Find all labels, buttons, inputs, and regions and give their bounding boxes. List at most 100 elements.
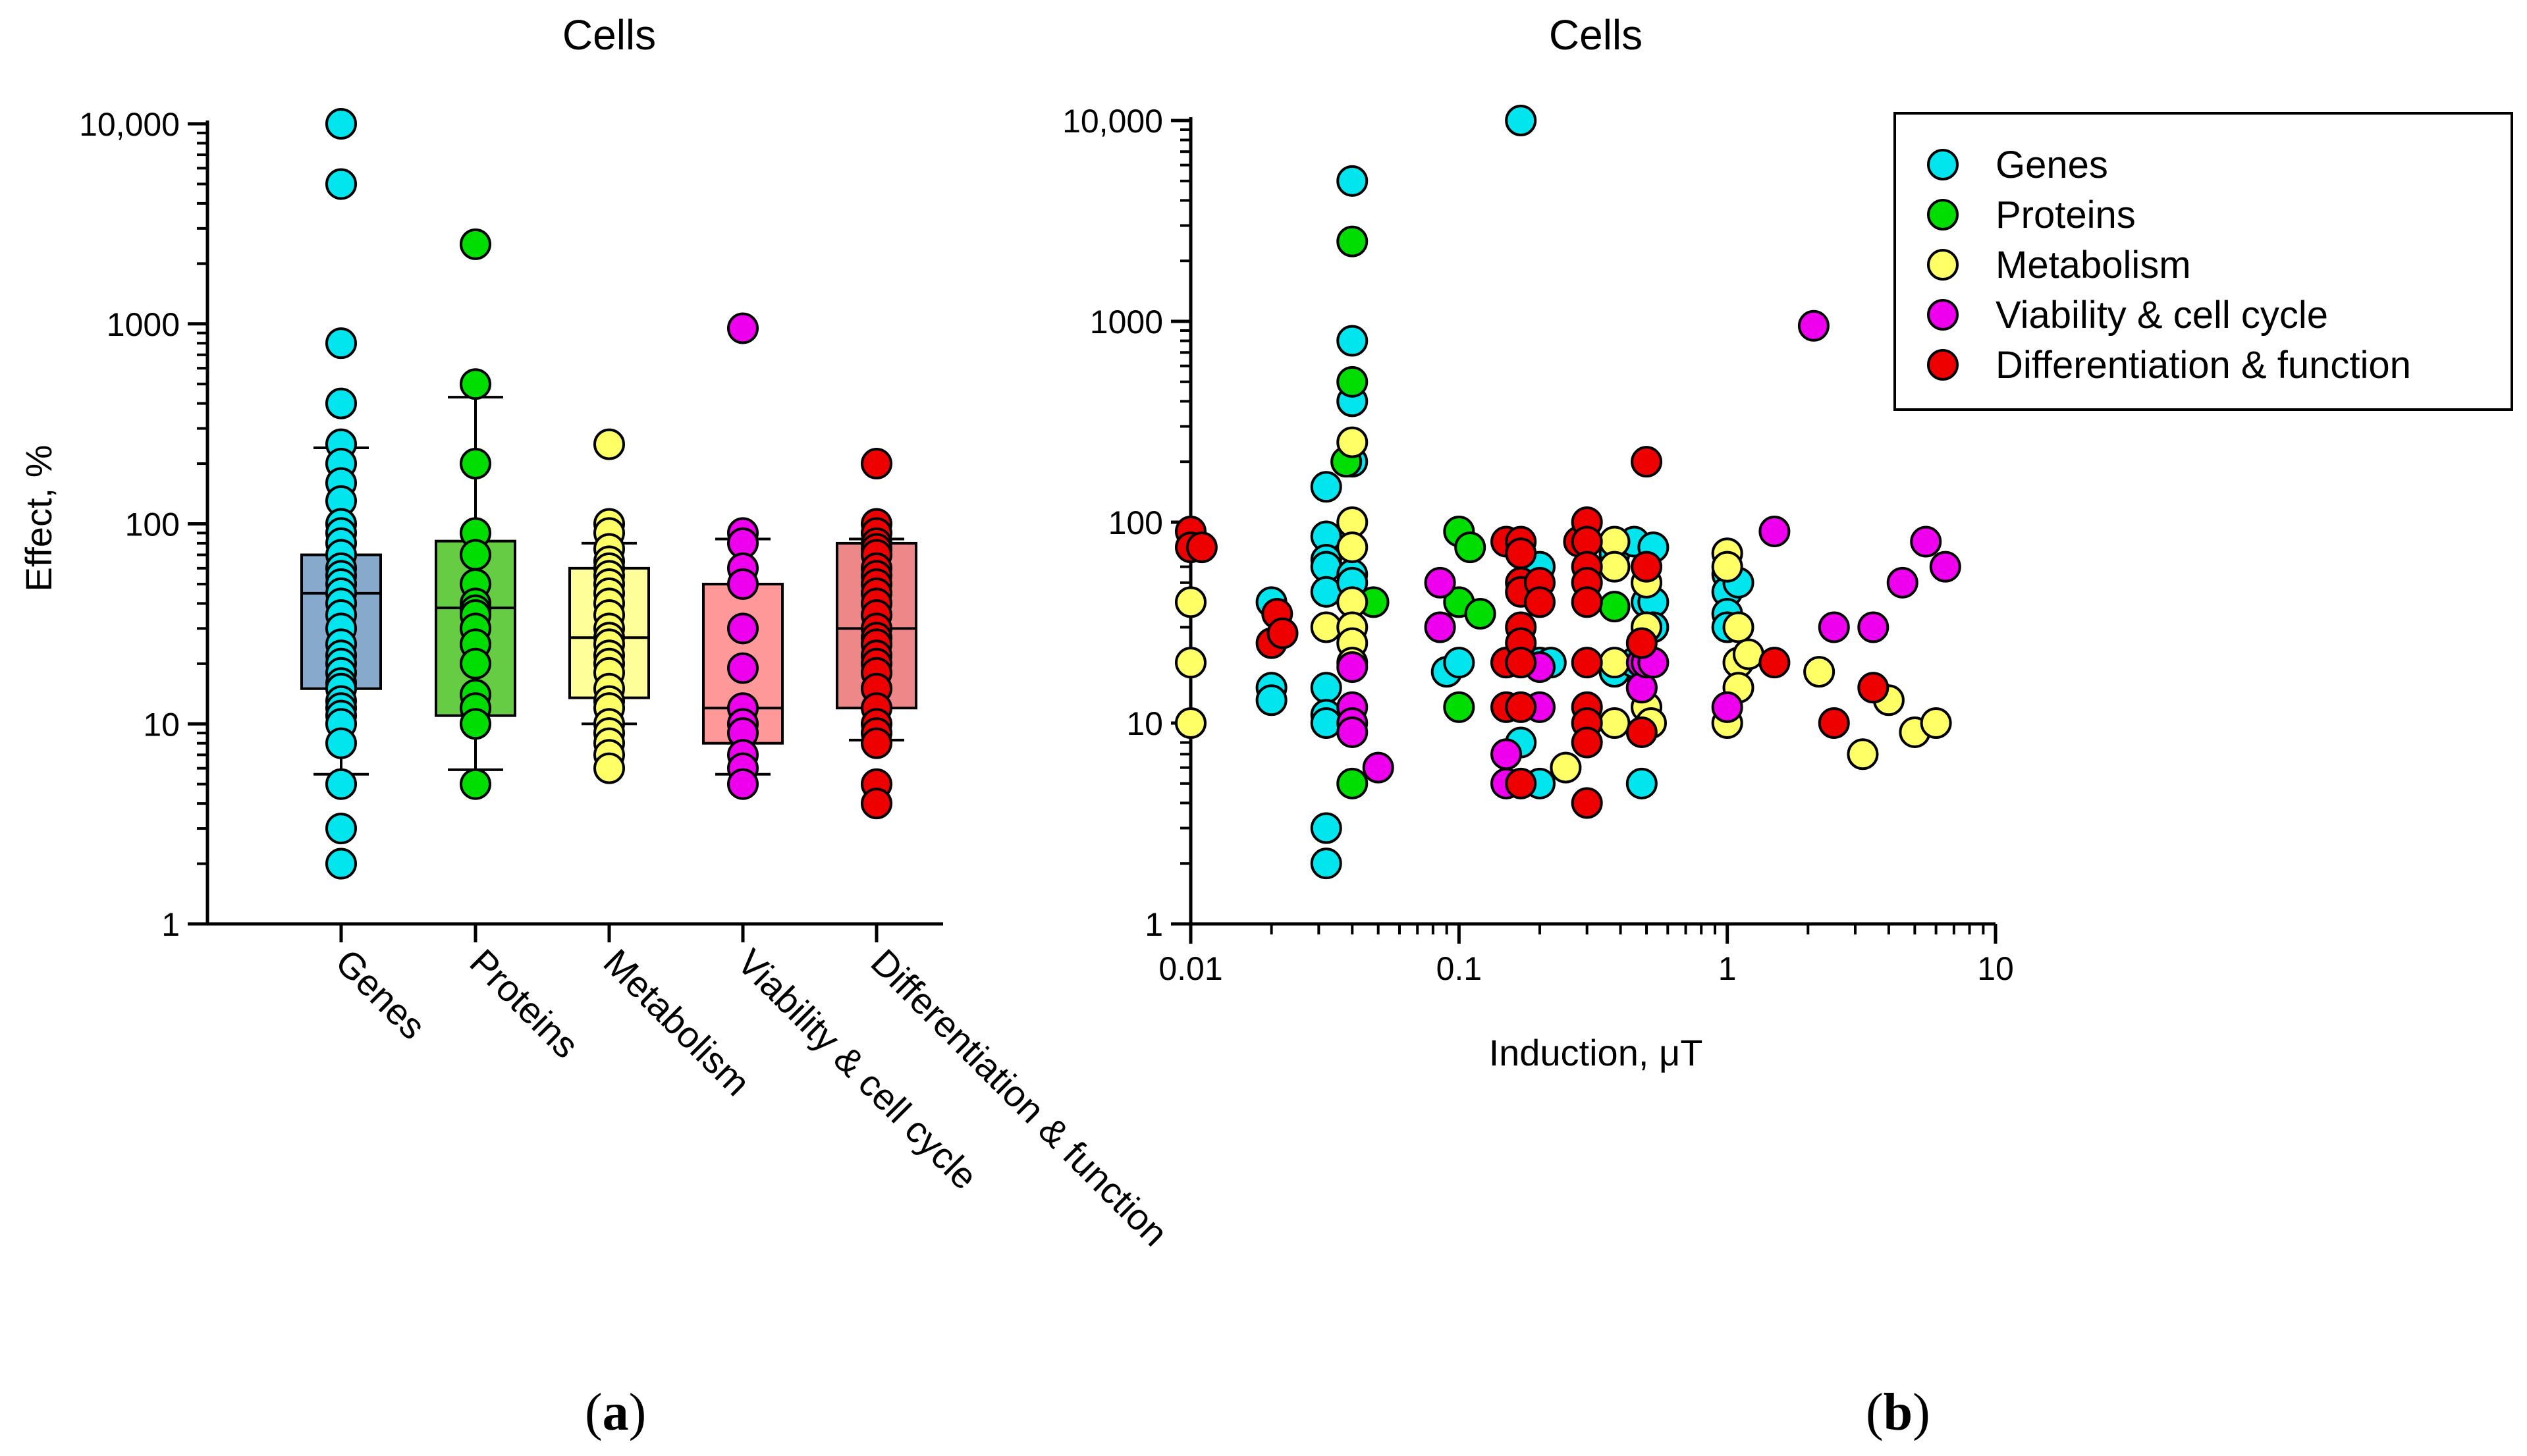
data-point — [325, 813, 357, 845]
data-point — [1443, 691, 1475, 723]
data-point — [727, 568, 759, 600]
data-point — [1336, 716, 1369, 748]
data-point — [460, 647, 491, 680]
data-point — [1625, 767, 1658, 799]
data-point — [1920, 707, 1952, 739]
data-point — [1818, 707, 1850, 739]
data-point — [1310, 576, 1342, 608]
data-point — [1505, 691, 1537, 723]
panel-a-title: Cells — [562, 11, 656, 59]
legend-label: Viability & cell cycle — [1996, 294, 2328, 337]
data-point — [325, 327, 357, 360]
data-point — [1424, 611, 1456, 643]
data-point — [1732, 638, 1764, 670]
data-point — [325, 168, 357, 200]
data-point — [1929, 551, 1961, 583]
panel-a-axes: 1 10 100 1000 10,000 — [79, 106, 943, 943]
panel-b-title: Cells — [1549, 11, 1643, 59]
data-point — [727, 652, 759, 684]
panel-a-points — [325, 108, 892, 880]
data-point — [1571, 647, 1603, 679]
data-point — [460, 448, 491, 480]
data-point — [1857, 672, 1889, 704]
data-point — [1722, 611, 1754, 643]
data-point — [1464, 598, 1496, 630]
data-point — [593, 428, 625, 460]
legend-label: Metabolism — [1996, 244, 2191, 286]
panel-b-y-tick-label: 1000 — [1090, 304, 1163, 340]
data-point — [1336, 426, 1369, 458]
data-point — [325, 108, 357, 140]
data-point — [1454, 531, 1486, 564]
data-point — [1266, 617, 1299, 649]
panel-b-x-tick-label: 0.01 — [1158, 950, 1222, 987]
panel-a-y-tick-label: 100 — [125, 506, 180, 543]
data-point — [1336, 225, 1369, 257]
data-point — [1310, 812, 1342, 844]
data-point — [1310, 672, 1342, 704]
data-point — [1443, 647, 1475, 679]
panel-a-y-tick-label: 10,000 — [79, 106, 180, 143]
panel-b-y-tick-label: 10,000 — [1062, 103, 1163, 140]
data-point — [1336, 531, 1369, 564]
panel-a-y-axis-label: Effect, % — [18, 445, 59, 591]
data-point — [1336, 767, 1369, 799]
data-point — [593, 752, 625, 784]
data-point — [861, 727, 892, 759]
data-point — [1490, 738, 1523, 770]
data-point — [1310, 611, 1342, 643]
legend-marker — [1927, 249, 1959, 281]
data-point — [1571, 726, 1603, 759]
panel-b-legend: Genes Proteins Metabolism Viability & cell … — [1893, 112, 2513, 411]
data-point — [1175, 586, 1207, 618]
panel-a-y-tick-label: 10 — [143, 706, 180, 743]
data-point — [1505, 105, 1537, 136]
data-point — [1857, 611, 1889, 643]
data-point — [1255, 684, 1288, 716]
panel-b-y-tick-label: 100 — [1108, 504, 1163, 541]
data-point — [460, 228, 491, 260]
panel-a-y-tick-label: 1000 — [107, 306, 180, 343]
panel-b-y-tick-label: 1 — [1145, 906, 1163, 943]
panel-b-x-tick-label: 0.1 — [1436, 950, 1482, 987]
data-point — [1336, 365, 1369, 398]
data-point — [1803, 656, 1835, 688]
data-point — [1625, 716, 1658, 748]
data-point — [1797, 310, 1830, 342]
legend-label: Proteins — [1996, 194, 2136, 236]
data-point — [1505, 767, 1537, 799]
data-point — [1362, 751, 1394, 784]
panel-a-letter: (a) — [585, 1384, 647, 1442]
data-point — [1625, 627, 1658, 659]
panel-b-letter: (b) — [1866, 1384, 1930, 1442]
data-point — [727, 768, 759, 800]
data-point — [1310, 707, 1342, 739]
data-point — [727, 612, 759, 645]
data-point — [1758, 647, 1791, 679]
panel-b-y-tick-label: 10 — [1126, 705, 1163, 742]
data-point — [1910, 526, 1942, 558]
panel-b-x-axis-label: Induction, μT — [1489, 1032, 1703, 1073]
panel-b-x-tick-label: 10 — [1977, 950, 2014, 987]
data-point — [1424, 566, 1456, 599]
panel-a-x-tick-label: Viability & cell cycle — [730, 941, 986, 1197]
data-point — [1711, 691, 1743, 723]
legend-label: Genes — [1996, 144, 2108, 186]
legend-marker — [1927, 149, 1959, 180]
data-point — [1631, 446, 1663, 478]
data-point — [1598, 551, 1631, 583]
panel-a-y-tick-label: 1 — [161, 906, 180, 943]
data-point — [1310, 848, 1342, 880]
data-point — [1758, 515, 1791, 547]
legend-marker — [1927, 349, 1959, 381]
data-point — [1523, 586, 1556, 618]
data-point — [1711, 551, 1743, 583]
panel-b-scatter: Cells Induction, μT 1 10 100 1000 10,000 0.01… — [1062, 11, 2513, 1073]
data-point — [325, 768, 357, 800]
panel-a-boxplot: Cells Effect, % 1 10 100 1000 10,000 Genes Pr… — [18, 11, 1176, 1254]
data-point — [1175, 647, 1207, 679]
data-point — [1336, 165, 1369, 197]
panel-b-points — [1175, 105, 1961, 880]
